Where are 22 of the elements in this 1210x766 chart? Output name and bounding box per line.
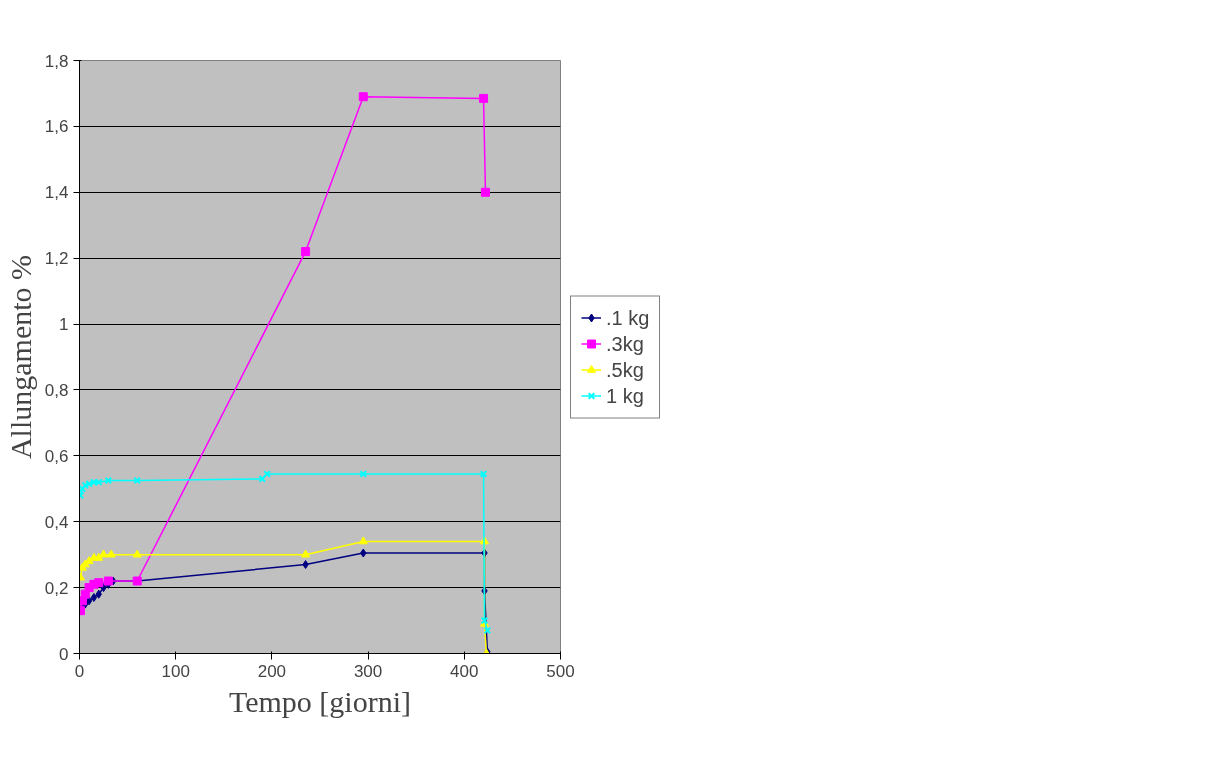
y-tick-label: 1 <box>59 315 69 335</box>
y-tick-label: 0,8 <box>44 380 69 400</box>
y-tick-label: 0,6 <box>44 446 69 466</box>
y-tick-label: 0 <box>59 644 69 664</box>
x-tick-label: 200 <box>257 661 287 681</box>
y-tick-label: 1,6 <box>44 117 69 137</box>
x-axis-title: Tempo [giorni] <box>228 684 412 718</box>
y-tick-label: 1,4 <box>44 183 69 203</box>
x-tick-label: 500 <box>546 661 575 681</box>
x-tick-label: 0 <box>74 661 85 681</box>
legend-label: 1 kg <box>606 384 644 407</box>
y-tick-label: 1,2 <box>44 249 69 269</box>
x-tick-label: 400 <box>450 661 479 681</box>
x-tick-label: 100 <box>161 661 190 681</box>
legend-label: .1 kg <box>606 306 650 329</box>
legend-label: .5kg <box>606 358 644 381</box>
y-axis-title: Allungamento % <box>3 254 37 460</box>
y-tick-label: 1,8 <box>44 51 69 71</box>
legend-label: .3kg <box>606 332 644 355</box>
y-tick-label: 0,2 <box>44 578 69 598</box>
y-tick-label: 0,4 <box>44 512 69 532</box>
x-tick-label: 300 <box>353 661 383 681</box>
